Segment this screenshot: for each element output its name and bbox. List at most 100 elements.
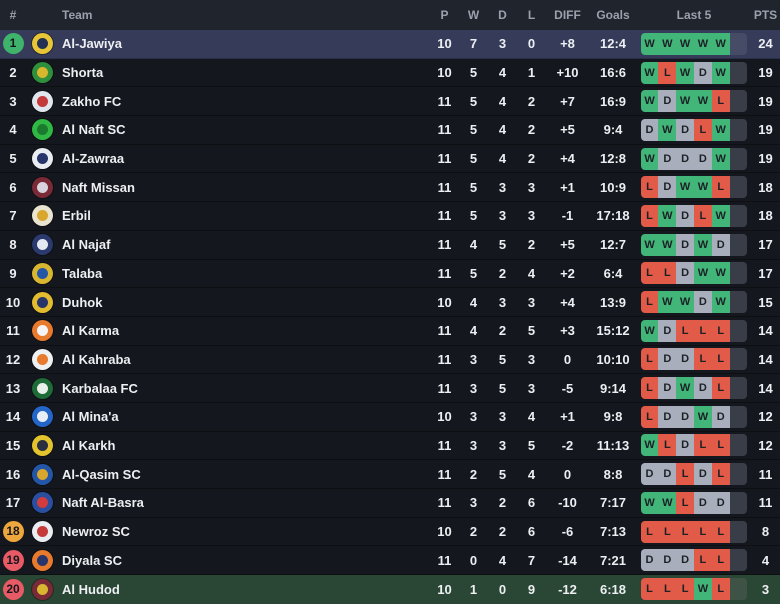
form-win-badge: W (694, 405, 712, 428)
form-win-badge: W (640, 233, 659, 256)
cell-losses: 3 (527, 208, 536, 224)
form-draw-badge: D (711, 491, 730, 514)
form-loss-badge: L (711, 578, 730, 601)
form-pending-segment (729, 491, 748, 514)
team-logo-icon (31, 463, 53, 485)
col-pts: PTS (753, 8, 778, 22)
rank-number: 12 (5, 351, 21, 367)
form-win-badge: W (711, 61, 730, 84)
cell-draws: 5 (498, 351, 507, 367)
cell-points: 11 (758, 466, 773, 482)
form-loss-badge: L (694, 520, 712, 543)
form-draw-badge: D (658, 405, 677, 428)
team-name: Zakho FC (62, 93, 122, 109)
team-logo-icon (31, 320, 53, 342)
cell-goal-diff: +1 (560, 179, 575, 195)
cell-played: 11 (437, 265, 452, 281)
rank-number: 3 (9, 93, 17, 109)
rank-number: 8 (9, 237, 17, 253)
team-name: Al Najaf (62, 237, 111, 253)
form-win-badge: W (694, 262, 712, 285)
form-loss-badge: L (658, 262, 677, 285)
team-logo-icon (31, 521, 53, 543)
form-draw-badge: D (676, 118, 694, 141)
form-win-badge: W (658, 291, 677, 314)
col-played: P (440, 8, 449, 22)
cell-losses: 4 (527, 409, 536, 425)
form-pending-segment (729, 377, 748, 400)
cell-draws: 3 (498, 409, 507, 425)
cell-goal-diff: +5 (560, 122, 575, 138)
col-draws: D (498, 8, 507, 22)
cell-draws: 2 (498, 265, 507, 281)
cell-wins: 4 (469, 237, 478, 253)
cell-goals: 8:8 (603, 466, 623, 482)
form-win-badge: W (711, 291, 730, 314)
team-logo-icon (31, 119, 53, 141)
team-name: Al Kahraba (62, 351, 131, 367)
cell-wins: 7 (469, 36, 478, 52)
team-name: Diyala SC (62, 552, 122, 568)
cell-points: 18 (758, 179, 773, 195)
form-win-badge: W (640, 61, 659, 84)
form-win-badge: W (658, 118, 677, 141)
form-draw-badge: D (640, 118, 659, 141)
form-loss-badge: L (711, 90, 730, 113)
cell-points: 14 (758, 380, 773, 396)
form-win-badge: W (694, 233, 712, 256)
form-loss-badge: L (694, 118, 712, 141)
form-draw-badge: D (658, 377, 677, 400)
rank-number: 5 (9, 151, 17, 167)
col-team: Team (62, 8, 93, 22)
cell-wins: 4 (469, 323, 478, 339)
form-loss-badge: L (676, 463, 694, 486)
cell-draws: 4 (498, 122, 507, 138)
form-win-badge: W (676, 377, 694, 400)
rank-number: 13 (5, 380, 21, 396)
cell-goal-diff: +3 (560, 323, 575, 339)
cell-wins: 3 (469, 380, 478, 396)
cell-losses: 9 (527, 581, 536, 597)
cell-points: 4 (761, 552, 770, 568)
cell-draws: 4 (498, 552, 507, 568)
form-loss-badge: L (694, 204, 712, 227)
form-draw-badge: D (640, 463, 659, 486)
form-win-badge: W (694, 90, 712, 113)
cell-wins: 3 (469, 495, 478, 511)
rank-number: 20 (2, 578, 24, 600)
form-loss-badge: L (676, 319, 694, 342)
cell-wins: 5 (469, 122, 478, 138)
form-win-badge: W (711, 204, 730, 227)
form-pending-segment (729, 233, 748, 256)
cell-goals: 7:17 (599, 495, 627, 511)
cell-played: 11 (437, 552, 452, 568)
cell-played: 11 (437, 437, 452, 453)
cell-points: 11 (758, 495, 773, 511)
